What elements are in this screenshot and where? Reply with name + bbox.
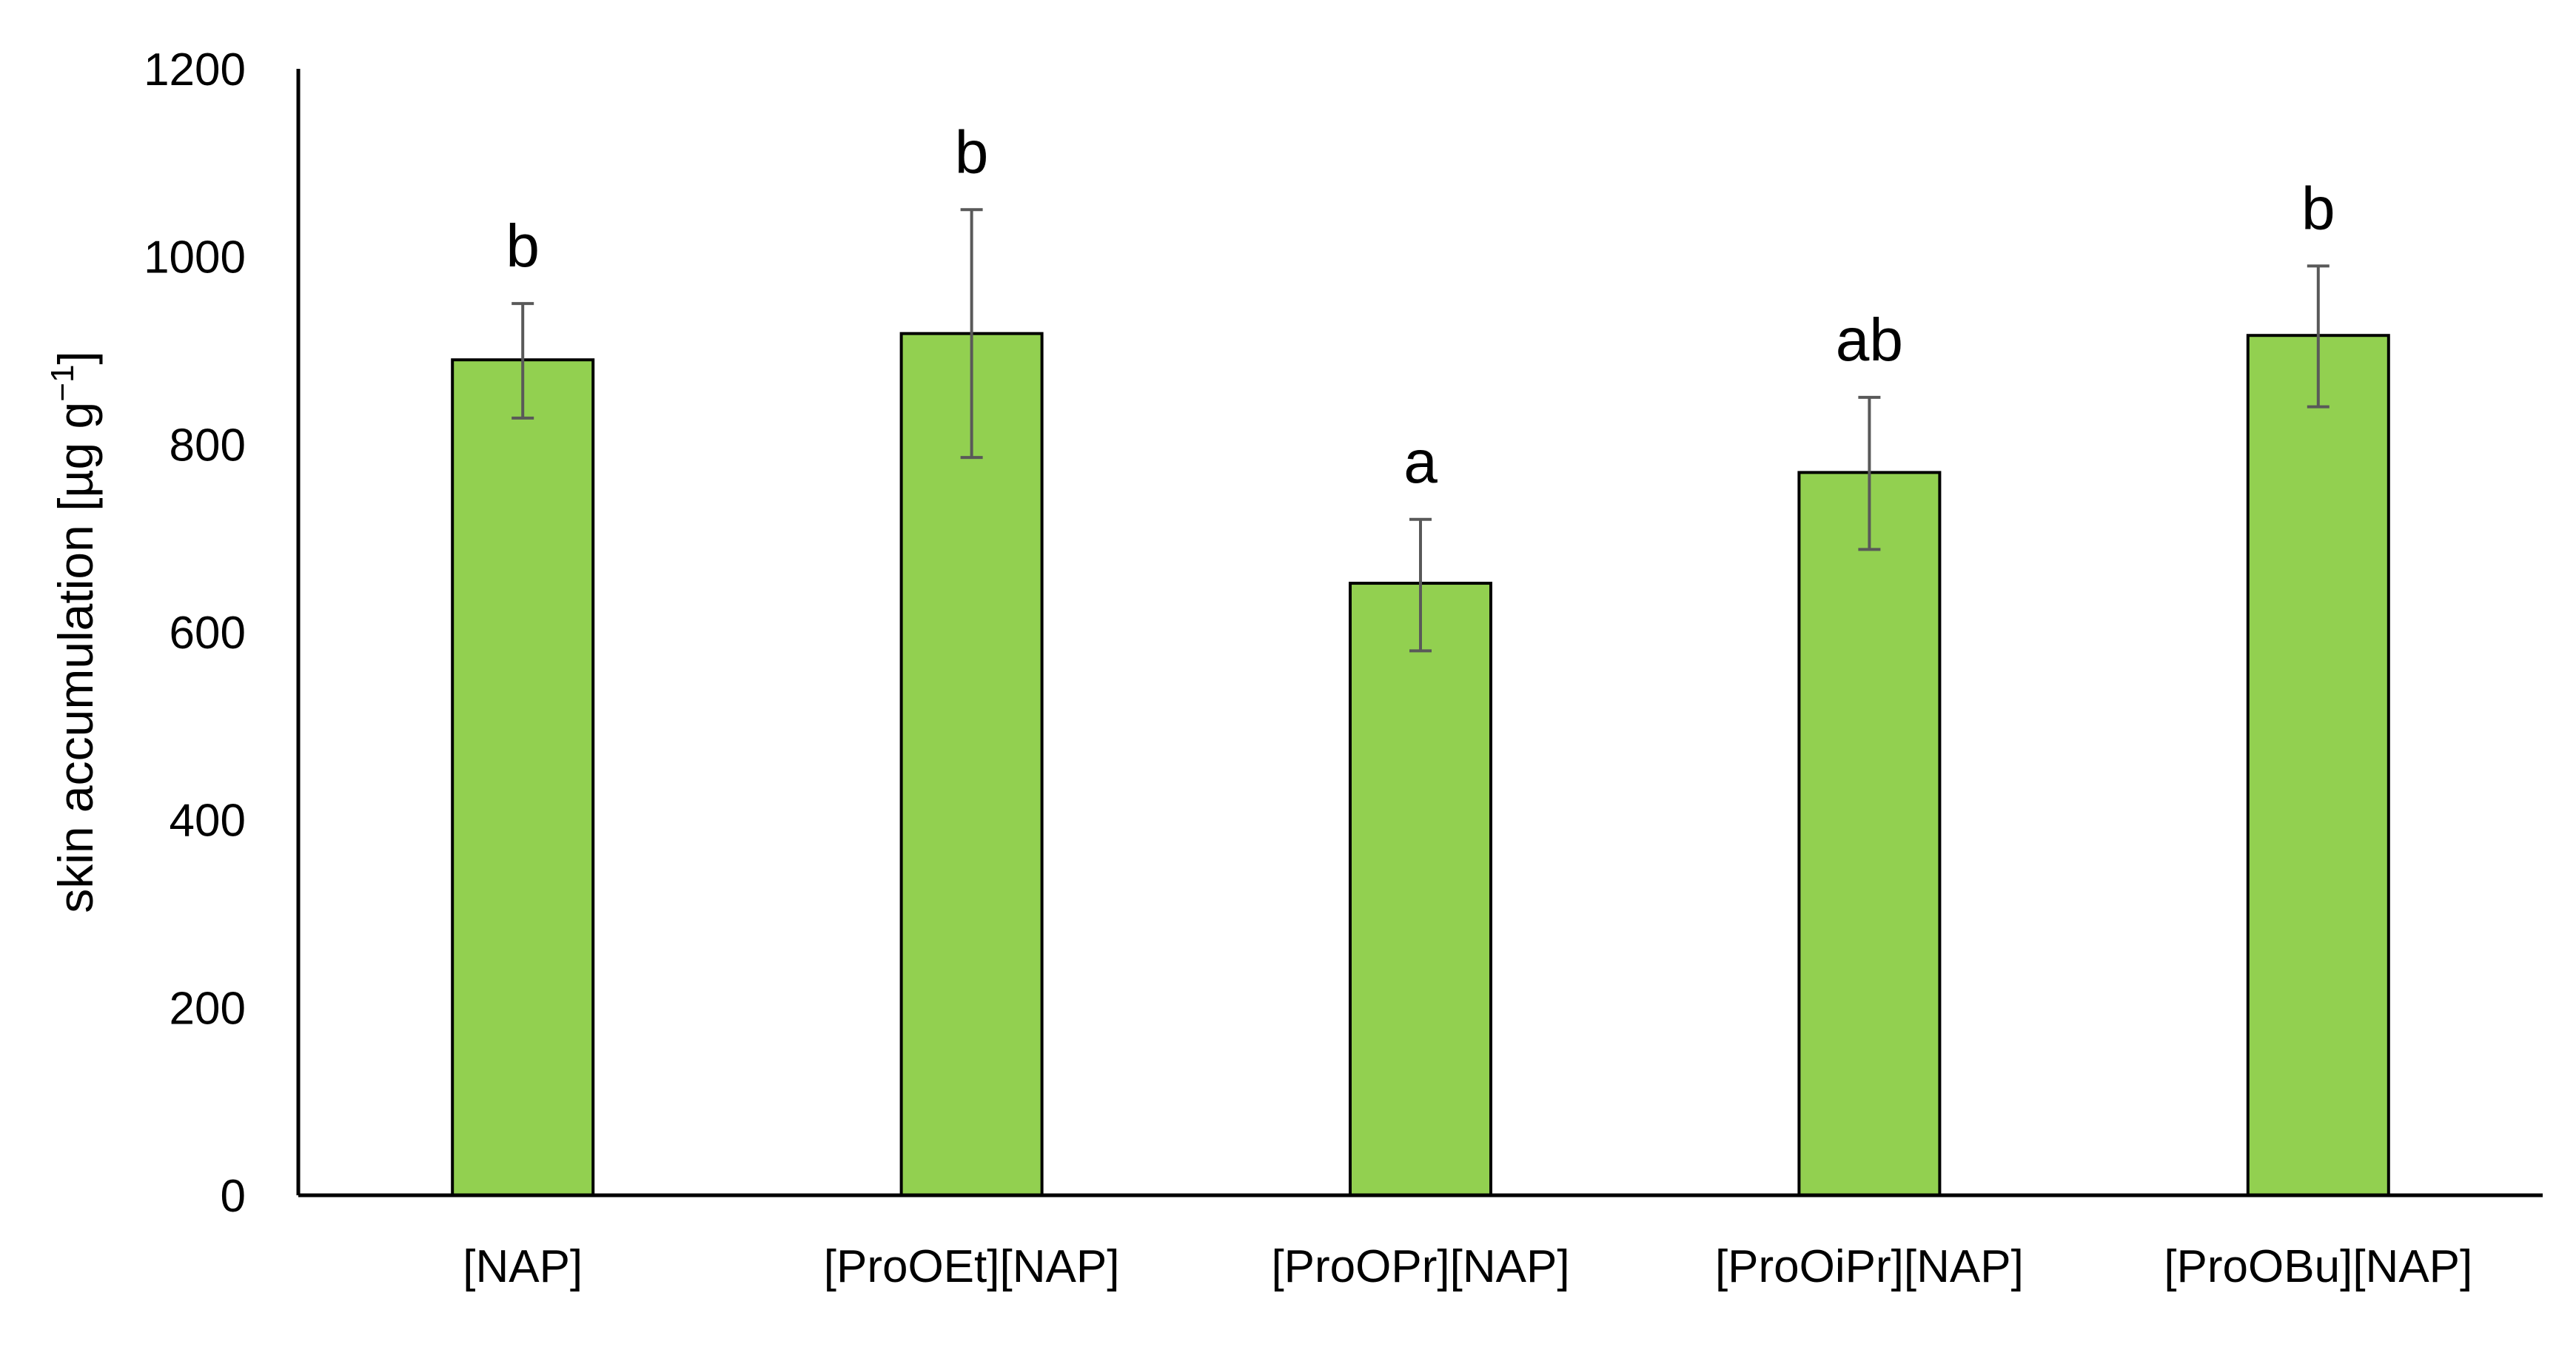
- bar: [2246, 334, 2390, 1197]
- x-tick-label: [ProOiPr][NAP]: [1715, 1241, 2024, 1292]
- x-tick-label: [NAP]: [463, 1241, 583, 1292]
- x-tick-label: [ProOBu][NAP]: [2164, 1241, 2472, 1292]
- y-tick-label: 800: [170, 420, 246, 471]
- bar: [451, 358, 595, 1197]
- bar: [899, 332, 1044, 1197]
- y-tick-label: 0: [221, 1171, 246, 1222]
- y-axis-title-close: ]: [48, 351, 103, 364]
- significance-label: b: [506, 212, 540, 280]
- y-tick-label: 200: [170, 983, 246, 1034]
- error-bars-group: [511, 208, 2330, 653]
- significance-label: ab: [1836, 306, 1903, 374]
- y-axis-ticks: 0 200 400 600 800 1000 1200: [144, 44, 246, 1222]
- y-axis-title-exponent: −1: [44, 365, 81, 402]
- x-tick-label: [ProOEt][NAP]: [824, 1241, 1120, 1292]
- significance-label: a: [1403, 429, 1438, 496]
- y-tick-label: 1200: [144, 44, 246, 95]
- significance-label: b: [955, 118, 989, 186]
- significance-labels-group: b b a ab b: [506, 118, 2335, 496]
- significance-label: b: [2301, 175, 2335, 242]
- y-axis-title-main: skin accumulation [µg g: [48, 402, 103, 913]
- y-tick-label: 600: [170, 608, 246, 659]
- bar: [1349, 582, 1492, 1197]
- y-axis-title: skin accumulation [µg g−1]: [44, 351, 103, 913]
- y-tick-label: 400: [170, 796, 246, 847]
- x-tick-label: [ProOPr][NAP]: [1271, 1241, 1569, 1292]
- bar: [1797, 471, 1942, 1197]
- x-axis-labels: [NAP] [ProOEt][NAP] [ProOPr][NAP] [ProOiPr]…: [463, 1241, 2472, 1292]
- y-tick-label: 1000: [144, 232, 246, 283]
